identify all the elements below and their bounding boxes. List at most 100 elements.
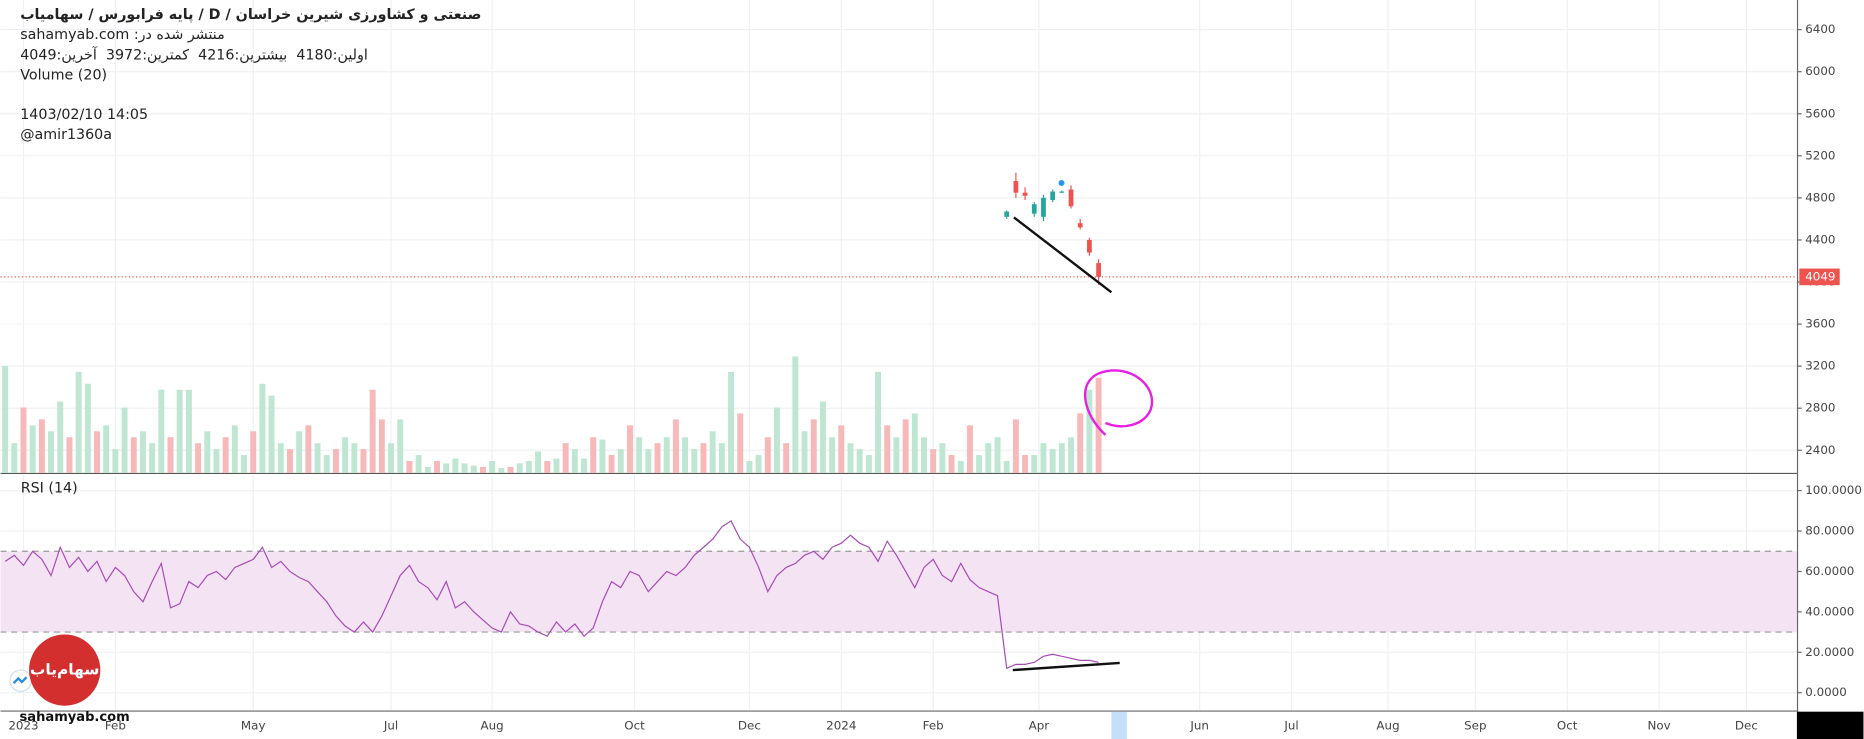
candle-body bbox=[1077, 223, 1083, 228]
volume-bar bbox=[810, 419, 817, 473]
volume-bar bbox=[957, 460, 964, 473]
volume-bar bbox=[434, 460, 440, 473]
volume-bar bbox=[66, 437, 73, 473]
volume-bar bbox=[1012, 419, 1019, 473]
y-tick-label: 2400 bbox=[1805, 443, 1835, 457]
volume-bar bbox=[75, 371, 82, 473]
last-price-box bbox=[1799, 268, 1840, 286]
volume-bar bbox=[700, 443, 707, 473]
volume-bar bbox=[1077, 413, 1084, 473]
volume-bar bbox=[893, 437, 900, 473]
last-price-label: 4049 bbox=[1805, 269, 1835, 283]
volume-bar bbox=[746, 460, 753, 473]
y-tick-label: 4400 bbox=[1805, 232, 1835, 246]
volume-bar bbox=[921, 437, 927, 473]
volume-bar bbox=[553, 458, 560, 473]
volume-bar bbox=[525, 460, 532, 473]
volume-bar bbox=[231, 425, 238, 473]
x-tick-label: Aug bbox=[481, 718, 504, 732]
volume-bar bbox=[112, 449, 119, 473]
watermark: sahamyab.com bbox=[20, 710, 130, 725]
volume-bar bbox=[856, 449, 863, 473]
y-tick-label: 5600 bbox=[1805, 106, 1835, 120]
x-tick-label: Jul bbox=[383, 718, 398, 732]
marker bbox=[1058, 179, 1065, 186]
volume-bar bbox=[1022, 455, 1029, 473]
date: 1403/02/10 14:05 bbox=[20, 105, 149, 123]
y-tick-label: 6000 bbox=[1805, 64, 1835, 78]
volume-bar bbox=[149, 443, 156, 473]
author: @amir1360a bbox=[20, 126, 112, 143]
volume-bar bbox=[617, 449, 624, 473]
volume-bar bbox=[875, 371, 882, 473]
volume-bar bbox=[599, 439, 606, 473]
volume-bar bbox=[287, 449, 293, 473]
volume-bar bbox=[443, 463, 450, 473]
volume-bar bbox=[342, 437, 349, 473]
candle-body bbox=[1087, 239, 1092, 253]
candle-body bbox=[1004, 211, 1010, 217]
volume-bar bbox=[204, 431, 211, 473]
volume-bar bbox=[838, 425, 845, 473]
volume-bar bbox=[948, 455, 955, 473]
volume-bar bbox=[103, 425, 110, 473]
volume-bar bbox=[369, 389, 376, 473]
volume-bar bbox=[1086, 389, 1093, 473]
x-tick-label: May bbox=[241, 718, 266, 732]
volume-bar bbox=[847, 443, 854, 473]
logo-text: سهام‌یاب bbox=[30, 661, 100, 679]
logo bbox=[29, 634, 101, 706]
x-tick-label: 2023 bbox=[8, 718, 38, 732]
volume-bar bbox=[792, 356, 799, 473]
volume-bar bbox=[11, 443, 18, 473]
volume-bar bbox=[1058, 443, 1065, 473]
volume-bar bbox=[801, 431, 808, 473]
volume-bar bbox=[966, 425, 973, 473]
volume-bar bbox=[994, 437, 1001, 473]
volume-bar bbox=[250, 431, 257, 473]
volume-bar bbox=[48, 431, 55, 473]
volume-bar bbox=[158, 389, 165, 473]
volume-bar bbox=[29, 425, 36, 473]
volume-bar bbox=[672, 419, 679, 473]
volume-bar bbox=[884, 425, 891, 473]
volume-bar bbox=[84, 383, 91, 473]
volume-bar bbox=[516, 463, 523, 473]
volume-bar bbox=[507, 466, 514, 473]
volume-bar bbox=[902, 419, 909, 473]
volume-bar bbox=[691, 449, 698, 473]
volume-bar bbox=[1049, 449, 1056, 473]
volume-bar bbox=[461, 463, 468, 473]
x-tick-label: Nov bbox=[1648, 718, 1671, 732]
y-tick-label: 100.0000 bbox=[1805, 483, 1862, 497]
volume-bar bbox=[94, 431, 100, 473]
volume-bar bbox=[314, 443, 321, 473]
volume-bar bbox=[718, 443, 725, 473]
y-tick-label: 0.0000 bbox=[1805, 685, 1847, 699]
volume-bar bbox=[38, 419, 45, 473]
volume-bar bbox=[479, 466, 486, 473]
candle-body bbox=[1022, 192, 1028, 196]
y-tick-label: 5200 bbox=[1805, 148, 1835, 162]
volume-bar bbox=[645, 449, 652, 473]
axis-corner bbox=[1796, 711, 1864, 739]
y-tick-label: 6400 bbox=[1805, 22, 1835, 36]
volume-bar bbox=[323, 455, 330, 473]
volume-bar bbox=[406, 460, 413, 473]
volume-label: Volume (20) bbox=[20, 66, 108, 84]
x-tick-label: Jul bbox=[1283, 718, 1298, 732]
volume-bar bbox=[939, 443, 946, 473]
volume-bar bbox=[268, 395, 275, 473]
volume-bar bbox=[360, 449, 367, 473]
volume-bar bbox=[682, 437, 689, 473]
volume-bar bbox=[590, 437, 597, 473]
rsi-trend-line bbox=[1012, 661, 1120, 672]
ohlc: اولین:4180 بیشترین:4216 کمترین:3972 آخری… bbox=[20, 46, 368, 64]
volume-bar bbox=[976, 455, 983, 473]
volume-bar bbox=[415, 455, 422, 473]
y-tick-label: 40.0000 bbox=[1805, 604, 1854, 618]
rsi-band bbox=[0, 551, 1797, 633]
volume-bar bbox=[222, 437, 229, 473]
volume-bar bbox=[581, 458, 587, 473]
